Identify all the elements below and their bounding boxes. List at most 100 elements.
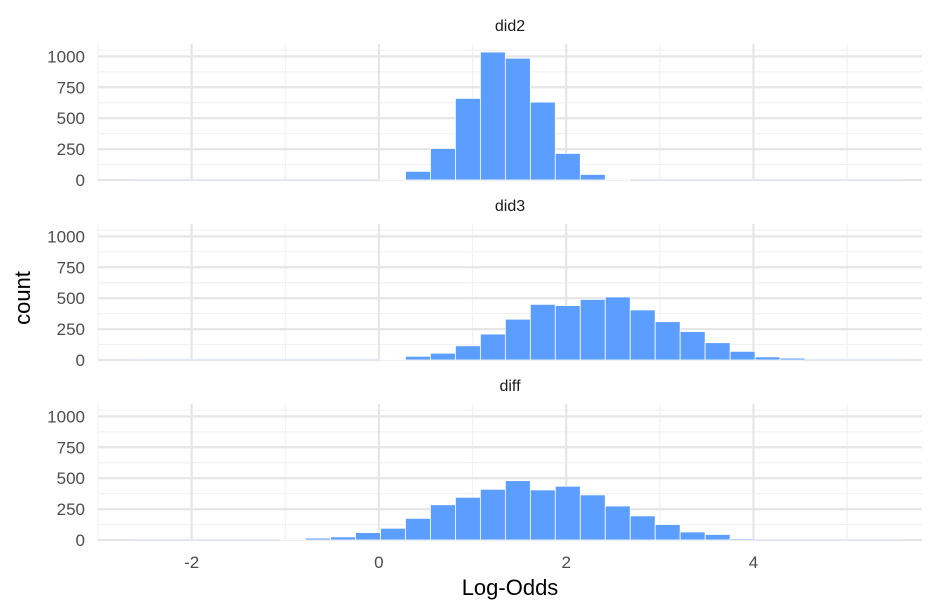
histogram-bar-empty: [854, 539, 880, 540]
histogram-bar-empty: [730, 179, 756, 180]
histogram-bar-empty: [330, 359, 356, 360]
x-axis-title: Log-Odds: [462, 575, 559, 600]
histogram-bar-empty: [780, 179, 806, 180]
x-tick-label: 2: [561, 553, 570, 572]
histogram-bar: [554, 485, 581, 541]
histogram-bar-empty: [854, 179, 880, 180]
histogram-bar-empty: [305, 359, 331, 360]
histogram-bar: [330, 536, 356, 541]
histogram-bar: [654, 524, 681, 541]
histogram-bar: [405, 355, 431, 361]
histogram-bar: [355, 532, 381, 541]
histogram-bar: [554, 153, 581, 181]
y-tick-label: 750: [57, 438, 85, 457]
histogram-bar-empty: [155, 179, 181, 180]
histogram-bar-empty: [879, 539, 905, 540]
histogram-bar-empty: [255, 179, 281, 180]
histogram-bar-empty: [630, 179, 656, 180]
histogram-bar: [455, 496, 481, 541]
histogram-bar-empty: [130, 359, 156, 360]
histogram-bar: [430, 504, 456, 541]
histogram-bar-empty: [180, 179, 206, 180]
histogram-bar-empty: [355, 179, 381, 180]
histogram-bar: [305, 537, 331, 541]
histogram-bar-empty: [755, 179, 781, 180]
histogram-bar: [479, 488, 506, 541]
histogram-bar: [554, 305, 581, 361]
histogram-bar-empty: [854, 359, 880, 360]
facet-strip-label: did2: [495, 18, 525, 35]
histogram-bar-empty: [879, 359, 905, 360]
histogram-bar-empty: [305, 179, 331, 180]
histogram-bar-empty: [355, 359, 381, 360]
histogram-bar-empty: [180, 359, 206, 360]
histogram-bar: [754, 356, 781, 361]
histogram-bar: [504, 480, 531, 541]
histogram-bar: [579, 494, 606, 541]
histogram-bar: [529, 101, 556, 181]
histogram-bar: [579, 299, 606, 361]
histogram-bar: [729, 538, 756, 541]
y-tick-label: 1000: [47, 407, 85, 426]
histogram-bar: [629, 515, 656, 541]
histogram-bar: [529, 489, 556, 541]
histogram-bar: [704, 342, 731, 361]
histogram-bar: [430, 352, 456, 361]
histogram-bar: [579, 174, 606, 181]
y-tick-label: 1000: [47, 47, 85, 66]
x-tick-label: -2: [184, 553, 199, 572]
histogram-bar: [654, 321, 681, 361]
histogram-bar: [679, 331, 706, 361]
histogram-bar-empty: [230, 179, 256, 180]
histogram-bar: [504, 57, 531, 181]
histogram-bar-empty: [280, 179, 306, 180]
facet-strip-label: diff: [499, 378, 521, 395]
histogram-bar: [604, 296, 631, 361]
histogram-bar: [455, 98, 481, 181]
histogram-bar-empty: [680, 179, 706, 180]
y-tick-label: 250: [57, 500, 85, 519]
histogram-bar: [405, 170, 431, 181]
y-tick-label: 500: [57, 289, 85, 308]
y-axis-title: count: [10, 271, 35, 325]
histogram-bar-empty: [230, 539, 256, 540]
histogram-bar: [704, 534, 731, 541]
histogram-bar-empty: [255, 359, 281, 360]
histogram-bar-empty: [280, 359, 306, 360]
histogram-bar: [629, 309, 656, 361]
histogram-bar: [529, 303, 556, 361]
histogram-bar-empty: [805, 179, 831, 180]
x-tick-label: 0: [374, 553, 383, 572]
histogram-bar-empty: [830, 179, 855, 180]
histogram-bar-empty: [330, 179, 356, 180]
histogram-bar-empty: [805, 359, 831, 360]
histogram-bar: [280, 539, 306, 541]
histogram-bar-empty: [830, 359, 855, 360]
histogram-bar-empty: [155, 539, 181, 540]
histogram-bar: [430, 148, 456, 181]
histogram-bar: [405, 517, 431, 541]
histogram-bar-empty: [805, 539, 831, 540]
facet-strip-label: did3: [495, 198, 525, 215]
histogram-bar: [604, 179, 631, 181]
y-tick-label: 750: [57, 258, 85, 277]
histogram-bar: [504, 318, 531, 361]
y-tick-label: 0: [76, 351, 85, 370]
histogram-bar-empty: [655, 179, 681, 180]
histogram-bar: [380, 527, 406, 541]
bar-layer: [130, 51, 905, 541]
histogram-bar-empty: [205, 179, 231, 180]
y-tick-label: 1000: [47, 227, 85, 246]
label-layer: 02505007501000did202505007501000did30250…: [47, 18, 758, 572]
histogram-bar-empty: [205, 539, 231, 540]
histogram-bar: [479, 51, 506, 181]
x-tick-label: 4: [749, 553, 758, 572]
y-tick-label: 750: [57, 78, 85, 97]
histogram-bar-empty: [155, 359, 181, 360]
histogram-bar-empty: [130, 539, 156, 540]
histogram-bar-empty: [830, 539, 855, 540]
histogram-bar: [729, 350, 756, 361]
histogram-bar: [380, 178, 406, 181]
y-tick-label: 250: [57, 320, 85, 339]
